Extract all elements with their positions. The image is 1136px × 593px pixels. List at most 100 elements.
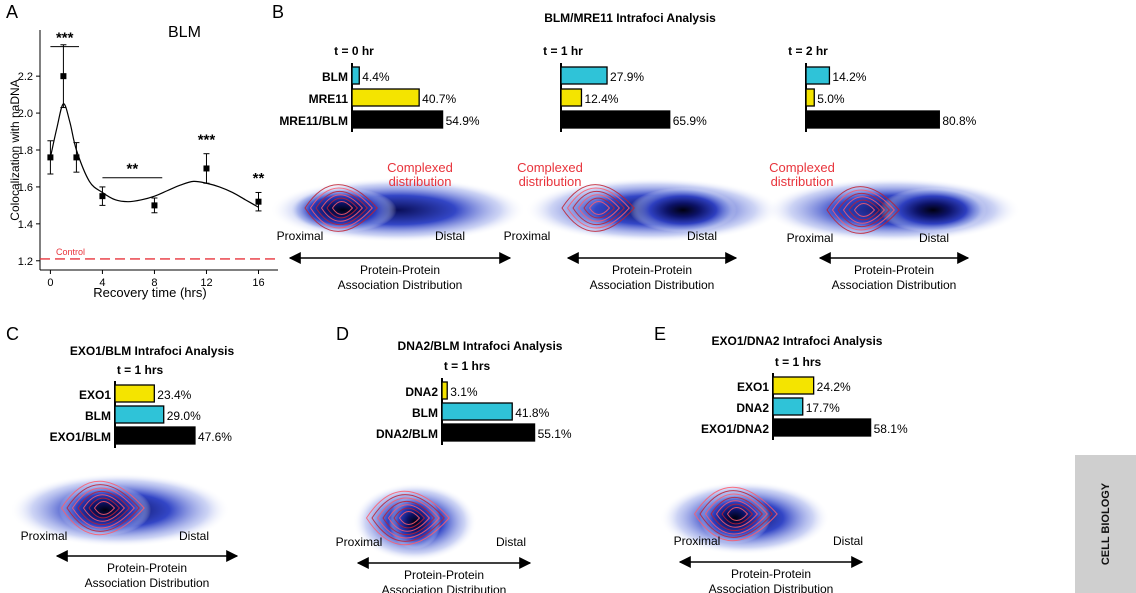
proximal-label: Proximal xyxy=(336,535,383,549)
distal-label: Distal xyxy=(919,231,949,245)
distal-label: Distal xyxy=(179,529,209,543)
association-axis-label: Association Distribution xyxy=(382,583,507,593)
contour-ring xyxy=(304,184,378,232)
panel-a-data-point xyxy=(99,193,106,200)
contour-ring xyxy=(320,194,364,222)
contour-ring xyxy=(393,507,426,529)
contour-ring xyxy=(387,504,431,532)
contour-ring xyxy=(710,497,763,531)
side-banner-text: CELL BIOLOGY xyxy=(1099,482,1112,566)
panel-e-time: t = 1 hrs xyxy=(775,355,822,369)
contour-ring xyxy=(721,503,754,525)
contour-ring xyxy=(71,487,135,529)
panel-a-ytick-label: 1.6 xyxy=(18,182,33,194)
panel-a-xlabel: Recovery time (hrs) xyxy=(93,285,206,300)
contour-ring xyxy=(60,481,145,535)
association-axis-label: Protein-Protein xyxy=(404,568,484,582)
association-axis-label: Protein-Protein xyxy=(731,567,811,581)
panel-a-significance-label: ** xyxy=(253,170,265,187)
panel-d-bar xyxy=(441,381,448,400)
proximal-label: Proximal xyxy=(277,229,324,243)
association-axis-label: Protein-Protein xyxy=(107,561,187,575)
distribution-e: Proximal Distal Protein-ProteinAssociation… xyxy=(660,481,864,593)
density-peak xyxy=(289,187,397,233)
panel-d-category-label: DNA2/BLM xyxy=(376,427,438,441)
panel-b-group-0-category-label: MRE11/BLM xyxy=(279,114,348,128)
panel-e-title: EXO1/DNA2 Intrafoci Analysis xyxy=(712,334,883,348)
panel-b-group-1-value-label: 65.9% xyxy=(673,114,707,128)
contour-ring xyxy=(699,490,773,538)
complexed-distribution-label: distribution xyxy=(771,174,834,189)
panel-a-xtick-label: 0 xyxy=(47,277,53,289)
panel-letter-e: E xyxy=(654,324,666,344)
panel-letter-d: D xyxy=(336,324,349,344)
panel-c-title: EXO1/BLM Intrafoci Analysis xyxy=(70,344,235,358)
panel-d-value-label: 41.8% xyxy=(515,406,549,420)
panel-b-group-1-bar xyxy=(560,88,583,107)
panel-e-value-label: 24.2% xyxy=(817,380,851,394)
panel-a-xtick-label: 4 xyxy=(99,277,105,289)
distal-label: Distal xyxy=(435,229,465,243)
panel-letter-c: C xyxy=(6,324,19,344)
contour-ring xyxy=(88,497,121,519)
panel-c: EXO1/BLM Intrafoci Analysis t = 1 hrs 23… xyxy=(50,344,235,448)
panel-b-group-2-value-label: 5.0% xyxy=(817,92,845,106)
panel-a-ytick-label: 2.2 xyxy=(18,71,33,83)
panel-a-ylabel: Colocalization with naDNA xyxy=(8,79,22,220)
density-peak xyxy=(879,187,987,233)
panel-b-group-2-bar xyxy=(805,110,940,129)
panel-a-ytick-label: 1.2 xyxy=(18,256,33,268)
panel-c-value-label: 29.0% xyxy=(167,409,201,423)
contour-ring xyxy=(848,199,881,221)
panel-b-group-1-value-label: 27.9% xyxy=(610,70,644,84)
panel-d: DNA2/BLM Intrafoci Analysis t = 1 hrs 3.… xyxy=(376,339,572,445)
contour-ring xyxy=(376,497,440,539)
panel-a-ytick-label: 1.8 xyxy=(18,145,33,157)
panel-c-time: t = 1 hrs xyxy=(117,363,164,377)
contour-ring xyxy=(371,494,445,542)
contour-ring xyxy=(398,510,421,526)
contour-ring xyxy=(583,197,616,219)
contour-ring xyxy=(66,484,140,532)
panel-b-group-0-category-label: BLM xyxy=(322,70,348,84)
panel-b-group-2-value-label: 80.8% xyxy=(942,114,976,128)
panel-d-bar xyxy=(441,402,513,421)
contour-ring xyxy=(566,187,630,229)
panel-a-data-point xyxy=(151,202,158,209)
panel-b-group-0-bar xyxy=(351,66,360,85)
contour-ring xyxy=(693,487,778,541)
panel-a-data-point xyxy=(203,165,210,172)
association-axis-label: Association Distribution xyxy=(338,278,463,292)
contour-ring xyxy=(704,493,768,535)
complexed-distribution-label: distribution xyxy=(389,174,452,189)
panel-letter-b: B xyxy=(272,2,284,22)
complexed-distribution-label: Complexed xyxy=(517,160,583,175)
panel-d-time: t = 1 hrs xyxy=(444,359,491,373)
panel-a-xtick-label: 8 xyxy=(151,277,157,289)
complexed-distribution-label: Complexed xyxy=(769,160,835,175)
panel-e-bar xyxy=(772,397,804,416)
distribution-c: Proximal Distal Protein-ProteinAssociation… xyxy=(10,473,239,590)
panel-d-bar xyxy=(441,423,536,442)
panel-c-value-label: 23.4% xyxy=(157,388,191,402)
panel-e: EXO1/DNA2 Intrafoci Analysis t = 1 hrs 2… xyxy=(701,334,908,440)
panel-c-bar xyxy=(114,384,155,403)
panel-c-bar xyxy=(114,405,165,424)
association-axis-label: Protein-Protein xyxy=(360,263,440,277)
distal-label: Distal xyxy=(833,534,863,548)
contour-ring xyxy=(726,506,749,522)
panel-a-title: BLM xyxy=(168,24,201,41)
panel-b-group-1-value-label: 12.4% xyxy=(584,92,618,106)
contour-ring xyxy=(315,191,368,225)
association-axis-label: Protein-Protein xyxy=(612,263,692,277)
contour-ring xyxy=(831,189,895,231)
panel-b-group-2-bar xyxy=(805,66,831,85)
panel-b-group-0-bar xyxy=(351,88,420,107)
contour-ring xyxy=(577,194,621,222)
contour-ring xyxy=(382,501,435,535)
panel-b-time-label: t = 2 hr xyxy=(788,44,828,58)
panel-b-group-0-category-label: MRE11 xyxy=(309,92,349,106)
panel-a-xtick-label: 12 xyxy=(200,277,212,289)
panel-a-data-point xyxy=(73,154,80,161)
